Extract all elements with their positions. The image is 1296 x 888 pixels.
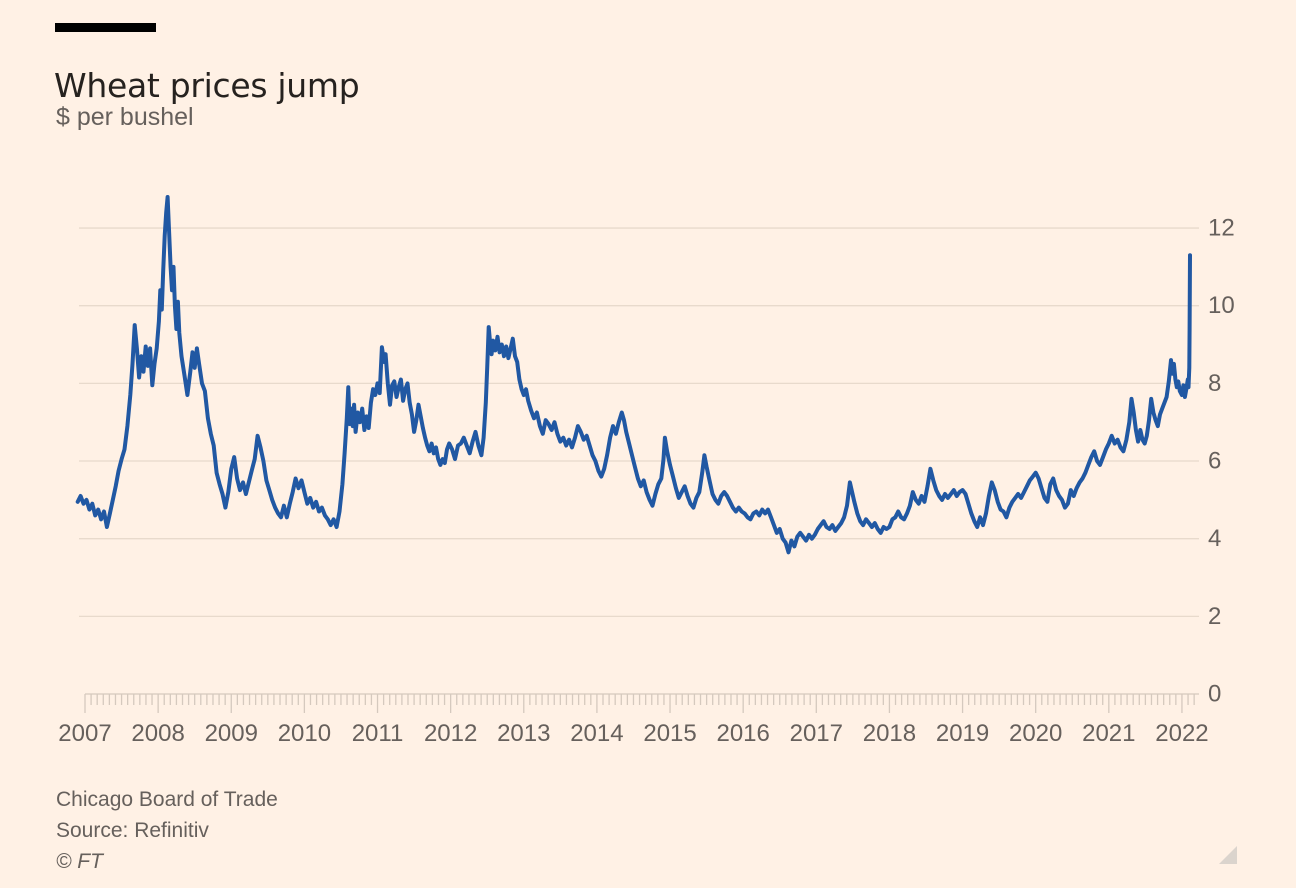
- x-axis-label: 2009: [205, 720, 258, 747]
- y-axis-label: 8: [1208, 370, 1221, 397]
- resize-handle-icon: [1219, 846, 1237, 864]
- x-axis-label: 2015: [643, 720, 696, 747]
- y-axis-label: 2: [1208, 603, 1221, 630]
- x-axis-label: 2010: [278, 720, 331, 747]
- y-axis-label: 12: [1208, 215, 1235, 242]
- x-axis-label: 2020: [1009, 720, 1062, 747]
- footer-source: Source: Refinitiv: [56, 819, 209, 842]
- y-axis-label: 4: [1208, 525, 1221, 552]
- chart-subtitle: $ per bushel: [56, 103, 194, 131]
- x-axis-labels: 2007 2008 2009 2010 2011 2012 2013 2014 2015 2016…: [58, 720, 1208, 747]
- y-gridlines: [79, 227, 1199, 617]
- x-axis-label: 2008: [131, 720, 184, 747]
- footer-note: Chicago Board of Trade: [56, 788, 278, 811]
- x-axis-ruler: [84, 693, 1199, 713]
- x-axis-label: 2014: [570, 720, 623, 747]
- footer-copyright: © FT: [56, 850, 103, 873]
- price-line-series: [75, 195, 1192, 555]
- y-axis-label: 10: [1208, 292, 1235, 319]
- x-axis-label: 2021: [1082, 720, 1135, 747]
- x-axis-label: 2022: [1155, 720, 1208, 747]
- y-axis-label: 6: [1208, 448, 1221, 475]
- chart-title: Wheat prices jump: [54, 66, 360, 106]
- y-axis-label: 0: [1208, 681, 1221, 708]
- x-axis-label: 2013: [497, 720, 550, 747]
- x-axis-label: 2018: [863, 720, 916, 747]
- x-axis-label: 2007: [58, 720, 111, 747]
- title-accent-bar: [55, 23, 156, 32]
- chart-footer: Chicago Board of Trade Source: Refinitiv…: [56, 784, 278, 877]
- x-axis-label: 2019: [936, 720, 989, 747]
- x-axis-label: 2016: [716, 720, 769, 747]
- x-axis-label: 2017: [790, 720, 843, 747]
- x-axis-label: 2012: [424, 720, 477, 747]
- x-axis-label: 2011: [352, 720, 404, 747]
- y-axis-labels: 0 2 4 6 8 10 12: [1208, 215, 1235, 708]
